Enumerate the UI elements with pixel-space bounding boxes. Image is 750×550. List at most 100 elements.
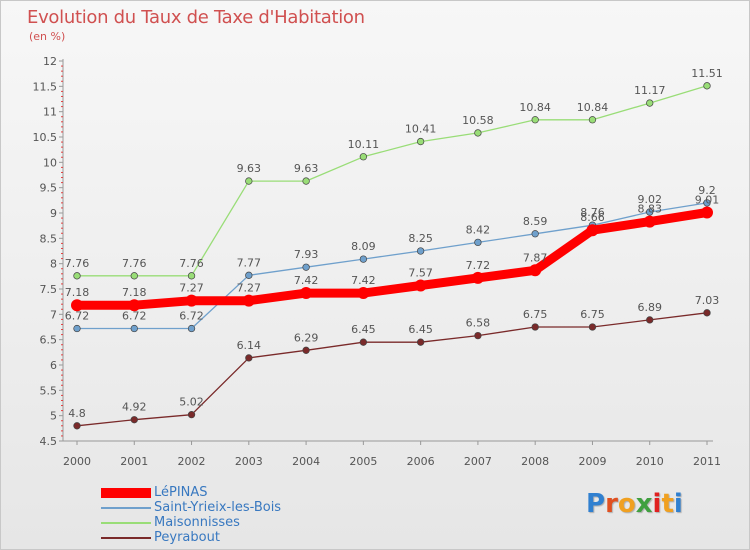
data-label: 5.02 [179,396,204,409]
legend-label: LéPINAS [154,485,208,500]
x-tick-label: 2010 [636,455,664,468]
series-line [76,85,708,277]
logo-letter: x [635,489,653,519]
data-point [703,82,711,90]
data-point [187,324,196,333]
data-label: 9.63 [294,162,319,175]
logo-letter: o [617,489,636,519]
data-point [245,354,253,362]
data-label: 6.75 [523,308,548,321]
data-point [130,324,138,333]
logo-letter: i [673,489,683,519]
series-line [72,208,712,310]
y-tick-label: 8.5 [40,232,58,245]
data-label: 6.45 [351,323,376,336]
data-label: 9.2 [698,184,716,197]
data-labels: 7.18 7.18 7.27 7.27 7.42 7.42 7.57 7.72 7.87 8.66… [65,67,723,420]
data-point [529,264,542,277]
legend-label: Saint-Yrieix-les-Bois [154,500,282,515]
data-point [416,338,425,346]
data-point [73,324,81,333]
y-tick-label: 7.5 [40,283,58,296]
y-tick-label: 12 [43,55,57,68]
data-point [300,287,313,300]
data-label: 10.11 [348,138,380,151]
logo-letter: i [652,489,662,519]
data-label: 7.93 [294,248,319,261]
data-point [646,316,654,324]
data-point [703,199,711,207]
legend-swatch [101,522,151,524]
legend-swatch [101,488,151,498]
data-point [646,208,654,216]
data-label: 7.27 [237,282,262,295]
logo-letter: P [586,489,606,519]
data-label: 9.63 [237,162,262,175]
data-label: 11.51 [691,67,723,80]
data-point [359,255,368,263]
chart-title: Evolution du Taux de Taxe d'Habitation [27,7,365,28]
data-point [474,129,482,137]
y-tick-label: 11.5 [33,80,58,93]
data-label: 7.76 [65,257,90,270]
data-point [73,422,81,430]
data-label: 8.09 [351,240,376,253]
y-tick-label: 9 [50,207,57,220]
data-point [359,153,368,161]
data-point [531,323,539,331]
data-point [643,215,656,228]
data-label: 8.25 [408,232,433,245]
x-tick-label: 2003 [235,455,263,468]
data-point [474,238,482,247]
data-point [187,411,196,419]
x-tick-label: 2004 [292,455,320,468]
data-point [531,116,539,124]
data-label: 7.87 [523,251,548,264]
y-tick-label: 4.5 [40,435,58,448]
data-point [302,177,310,185]
legend-label: Maisonnisses [154,515,240,530]
data-label: 6.75 [580,308,605,321]
data-point [586,224,599,237]
data-label: 7.03 [695,294,720,307]
data-point [187,272,196,280]
x-tick-label: 2007 [464,455,492,468]
data-label: 10.58 [462,114,494,127]
data-point [471,271,484,284]
x-tick-label: 2011 [693,455,721,468]
data-point [357,287,370,300]
legend-swatch [101,537,151,539]
y-tick-label: 5.5 [40,384,58,397]
data-point [359,338,368,346]
data-label: 6.58 [466,317,491,330]
data-label: 7.18 [65,286,90,299]
data-label: 6.72 [65,310,90,323]
data-point [416,247,425,255]
y-tick-label: 11 [43,106,57,119]
data-point [130,272,138,280]
data-label: 8.76 [580,206,605,219]
y-tick-label: 9.5 [40,182,58,195]
logo-letter: t [661,489,674,519]
data-label: 8.59 [523,215,548,228]
data-point [245,177,253,185]
data-point [185,294,198,307]
data-point [646,99,654,107]
data-point [245,271,253,279]
data-label: 11.17 [634,84,666,97]
y-tick-label: 8 [50,258,57,271]
x-tick-label: 2000 [63,455,91,468]
data-label: 7.76 [179,257,204,270]
data-point [416,137,425,146]
x-tick-label: 2002 [178,455,206,468]
data-point [71,299,83,312]
data-point [414,279,427,292]
data-label: 7.57 [408,266,433,279]
data-label: 8.66 [580,211,605,224]
legend-label: Peyrabout [154,530,220,545]
data-label: 7.27 [179,282,204,295]
x-tick-label: 2001 [120,455,148,468]
data-point [474,331,482,340]
data-label: 7.18 [122,286,147,299]
